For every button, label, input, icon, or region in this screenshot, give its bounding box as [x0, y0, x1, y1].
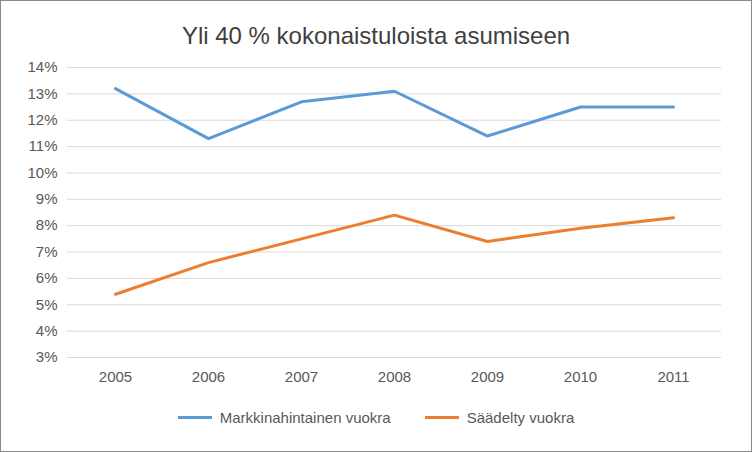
- svg-text:3%: 3%: [36, 348, 58, 365]
- svg-text:2005: 2005: [99, 368, 132, 385]
- svg-text:14%: 14%: [27, 58, 57, 75]
- svg-text:4%: 4%: [36, 322, 58, 339]
- svg-text:5%: 5%: [36, 296, 58, 313]
- svg-text:2010: 2010: [564, 368, 597, 385]
- svg-text:2008: 2008: [378, 368, 411, 385]
- svg-text:2011: 2011: [657, 368, 689, 385]
- svg-text:12%: 12%: [27, 111, 57, 128]
- html-text:Yli 40 % kokonaistuloista asum: Yli 40 % kokonaistuloista asumiseen: [181, 22, 571, 49]
- html-text:Säädelty vuokra: Säädelty vuokra: [466, 408, 575, 426]
- svg-text:8%: 8%: [36, 216, 58, 233]
- html-text:Markkinahintainen vuokra: Markkinahintainen vuokra: [219, 408, 391, 426]
- svg-text:13%: 13%: [27, 85, 57, 102]
- svg-text:2009: 2009: [471, 368, 504, 385]
- svg-text:11%: 11%: [29, 137, 58, 154]
- svg-text:10%: 10%: [27, 164, 57, 181]
- svg-text:6%: 6%: [36, 269, 58, 286]
- svg-text:2006: 2006: [192, 368, 225, 385]
- svg-text:9%: 9%: [36, 190, 58, 207]
- svg-text:2007: 2007: [285, 368, 318, 385]
- svg-text:7%: 7%: [36, 243, 58, 260]
